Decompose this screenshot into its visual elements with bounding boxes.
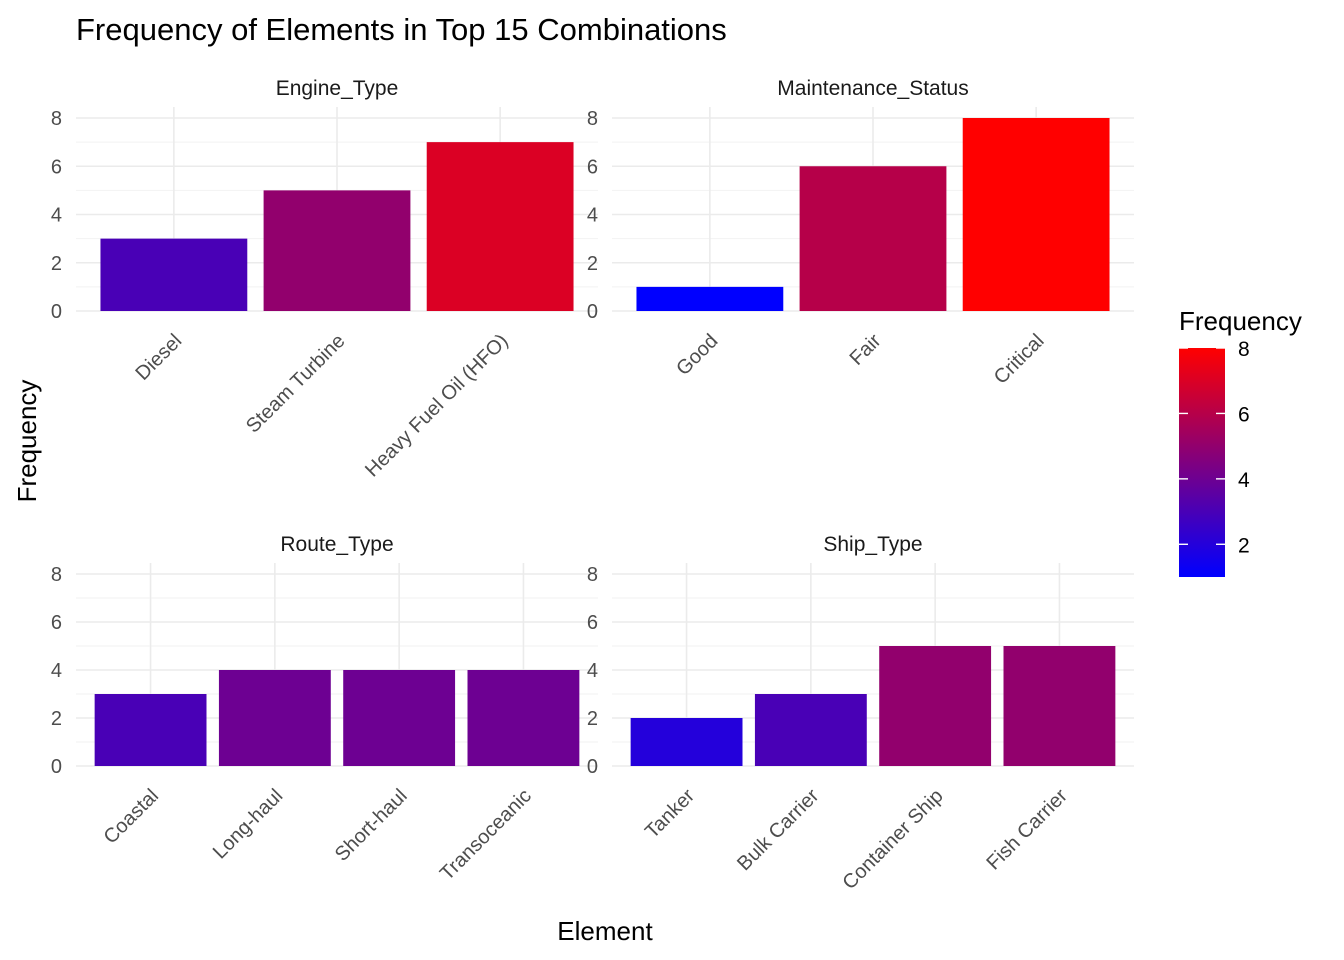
y-axis-title: Frequency xyxy=(12,380,42,503)
y-tick-label: 2 xyxy=(51,708,62,730)
y-tick-label: 8 xyxy=(587,564,598,586)
x-tick-label: Diesel xyxy=(132,330,187,385)
y-tick-label: 0 xyxy=(587,756,598,778)
facet-strip-label: Route_Type xyxy=(280,533,393,556)
x-tick-label: Container Ship xyxy=(839,785,948,894)
x-tick-label: Bulk Carrier xyxy=(733,785,823,875)
bar xyxy=(94,694,207,766)
y-tick-label: 8 xyxy=(587,108,598,130)
x-tick-label: Short-haul xyxy=(331,785,412,866)
facet-panels: Engine_Type 0 2 4 6 8 Diesel Steam Turbine Heavy… xyxy=(51,77,1134,894)
y-tick-label: 8 xyxy=(51,108,62,130)
facet-panel: Ship_Type 0 2 4 6 8 Tanker Bulk Carrier Containe… xyxy=(587,533,1134,894)
x-tick-label: Fish Carrier xyxy=(982,785,1072,875)
x-tick-label: Tanker xyxy=(641,785,699,843)
y-tick-label: 4 xyxy=(587,660,598,682)
x-tick-label: Steam Turbine xyxy=(242,330,350,438)
y-tick-label: 6 xyxy=(51,156,62,178)
legend-tick-label: 8 xyxy=(1238,338,1250,361)
y-tick-label: 2 xyxy=(587,708,598,730)
legend-colorbar xyxy=(1179,348,1225,577)
y-tick-label: 4 xyxy=(51,205,62,227)
y-tick-label: 0 xyxy=(587,301,598,323)
legend-tick-label: 2 xyxy=(1238,534,1250,557)
bar xyxy=(962,118,1110,311)
x-tick-label: Coastal xyxy=(100,785,164,849)
x-tick-label: Critical xyxy=(990,330,1049,389)
y-tick-label: 2 xyxy=(587,253,598,275)
bar xyxy=(754,694,867,766)
y-tick-label: 6 xyxy=(51,612,62,634)
x-tick-label: Long-haul xyxy=(209,785,287,863)
facet-panel: Engine_Type 0 2 4 6 8 Diesel Steam Turbine Heavy… xyxy=(51,77,598,481)
x-axis-title: Element xyxy=(557,916,653,946)
facet-strip-label: Engine_Type xyxy=(276,77,399,100)
y-tick-label: 6 xyxy=(587,156,598,178)
bar xyxy=(630,718,743,766)
y-tick-label: 0 xyxy=(51,756,62,778)
y-tick-label: 4 xyxy=(51,660,62,682)
bar xyxy=(636,286,784,311)
bar xyxy=(100,238,248,311)
bar xyxy=(799,166,947,311)
y-tick-label: 4 xyxy=(587,205,598,227)
bar xyxy=(426,142,574,311)
legend-title: Frequency xyxy=(1179,306,1302,336)
y-tick-label: 6 xyxy=(587,612,598,634)
facet-strip-label: Maintenance_Status xyxy=(777,77,968,100)
x-tick-label: Good xyxy=(672,330,722,380)
color-legend: Frequency 2 4 6 8 xyxy=(1179,306,1302,577)
legend-tick-label: 6 xyxy=(1238,403,1250,426)
bar xyxy=(218,670,331,766)
bar xyxy=(343,670,456,766)
x-tick-label: Transoceanic xyxy=(436,785,536,885)
facet-strip-label: Ship_Type xyxy=(823,533,922,556)
bar xyxy=(263,190,411,311)
legend-tick-label: 4 xyxy=(1238,469,1250,492)
bar xyxy=(879,646,992,766)
y-tick-label: 0 xyxy=(51,301,62,323)
x-tick-label: Heavy Fuel Oil (HFO) xyxy=(361,330,512,481)
facet-panel: Route_Type 0 2 4 6 8 Coastal Long-haul Short-hau… xyxy=(51,533,598,885)
y-tick-label: 2 xyxy=(51,253,62,275)
bar xyxy=(467,670,580,766)
bar xyxy=(1003,646,1116,766)
y-tick-label: 8 xyxy=(51,564,62,586)
chart-title: Frequency of Elements in Top 15 Combinat… xyxy=(76,12,727,47)
facet-panel: Maintenance_Status 0 2 4 6 8 Good Fair Critical xyxy=(587,77,1134,389)
x-tick-label: Fair xyxy=(846,330,886,370)
